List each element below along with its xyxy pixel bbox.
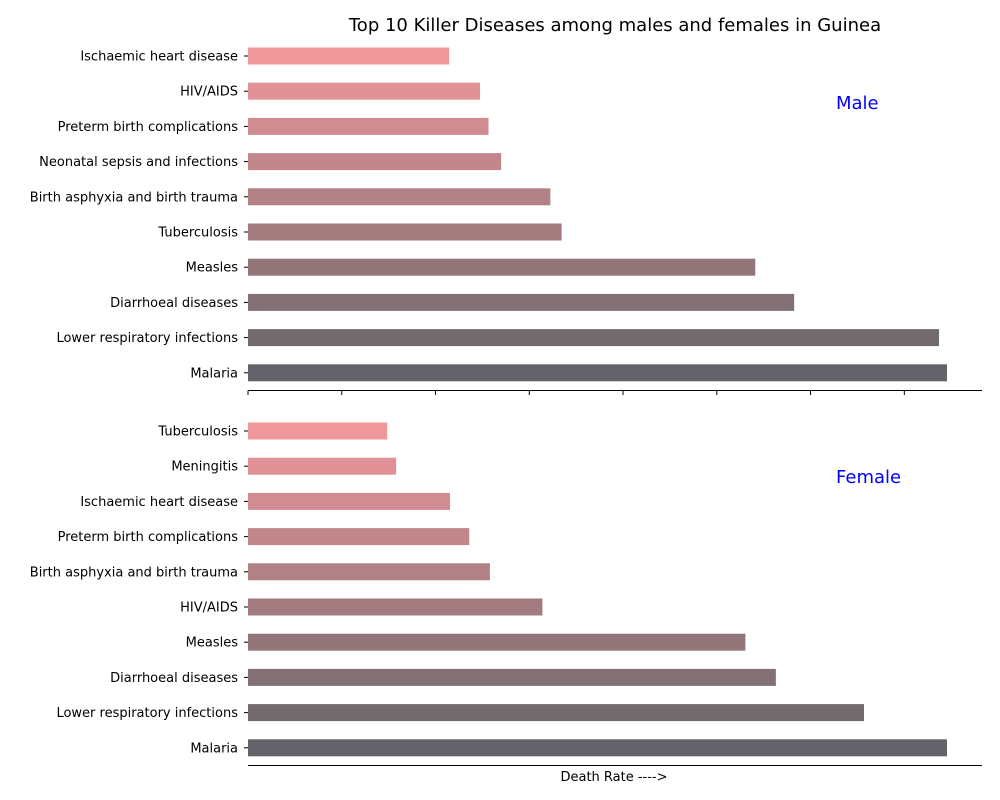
female-panel: Malaria Lower respiratory infections Diarr… xyxy=(30,422,982,766)
male-bar-diarrhoeal-diseases xyxy=(248,293,795,311)
male-bar-hiv-aids xyxy=(248,82,481,100)
male-tick-label: Diarrhoeal diseases xyxy=(110,296,238,311)
male-bar-measles xyxy=(248,258,756,276)
female-panel-label: Female xyxy=(836,467,901,488)
female-bar-preterm-birth-complications xyxy=(248,528,470,546)
female-tick-label: Tuberculosis xyxy=(157,425,238,440)
male-bar-neonatal-sepsis-and-infections xyxy=(248,153,502,171)
female-bar-hiv-aids xyxy=(248,598,543,616)
x-axis-label: Death Rate ----> xyxy=(560,770,667,785)
male-bar-lower-respiratory-infections xyxy=(248,329,940,347)
male-panel: Malaria Lower respiratory infections Diarr… xyxy=(30,47,982,395)
male-tick-label: Malaria xyxy=(190,366,238,381)
male-bar-birth-asphyxia-and-birth-trauma xyxy=(248,188,551,206)
female-bar-malaria xyxy=(248,739,947,757)
male-panel-label: Male xyxy=(836,93,879,114)
female-bar-birth-asphyxia-and-birth-trauma xyxy=(248,563,490,581)
male-bar-malaria xyxy=(248,364,947,382)
male-tick-label: HIV/AIDS xyxy=(180,85,238,100)
female-bar-lower-respiratory-infections xyxy=(248,704,865,722)
female-bar-ischaemic-heart-disease xyxy=(248,492,451,510)
male-tick-label: Ischaemic heart disease xyxy=(80,50,238,65)
female-tick-label: Malaria xyxy=(190,741,238,756)
male-tick-label: Measles xyxy=(186,261,239,276)
female-bar-diarrhoeal-diseases xyxy=(248,668,776,686)
female-tick-label: Birth asphyxia and birth trauma xyxy=(30,565,238,580)
female-tick-label: Measles xyxy=(186,636,239,651)
female-tick-label: Preterm birth complications xyxy=(58,530,239,545)
male-tick-label: Preterm birth complications xyxy=(58,120,239,135)
female-tick-label: Diarrhoeal diseases xyxy=(110,671,238,686)
female-tick-label: HIV/AIDS xyxy=(180,601,238,616)
male-bar-preterm-birth-complications xyxy=(248,117,489,135)
chart-title: Top 10 Killer Diseases among males and f… xyxy=(348,15,881,36)
male-tick-label: Lower respiratory infections xyxy=(56,331,238,346)
female-bar-measles xyxy=(248,633,746,651)
female-bar-tuberculosis xyxy=(248,422,388,440)
female-tick-label: Lower respiratory infections xyxy=(56,706,238,721)
male-bar-ischaemic-heart-disease xyxy=(248,47,450,65)
female-tick-label: Ischaemic heart disease xyxy=(80,495,238,510)
female-tick-label: Meningitis xyxy=(171,460,238,475)
male-tick-label: Tuberculosis xyxy=(157,226,238,241)
male-tick-label: Birth asphyxia and birth trauma xyxy=(30,190,238,205)
female-bar-meningitis xyxy=(248,457,397,475)
male-bar-tuberculosis xyxy=(248,223,562,241)
male-tick-label: Neonatal sepsis and infections xyxy=(39,155,238,170)
